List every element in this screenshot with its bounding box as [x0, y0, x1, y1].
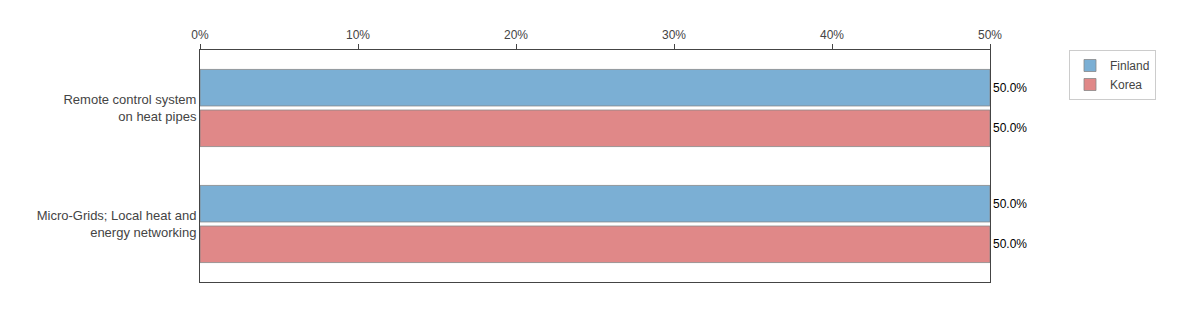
svg-text:50.0%: 50.0%: [993, 197, 1027, 211]
svg-text:50.0%: 50.0%: [993, 237, 1027, 251]
svg-text:50.0%: 50.0%: [993, 121, 1027, 135]
svg-text:30%: 30%: [662, 28, 686, 42]
svg-text:Remote control systemon heat p: Remote control systemon heat pipes: [63, 92, 196, 124]
svg-text:20%: 20%: [504, 28, 528, 42]
svg-text:40%: 40%: [820, 28, 844, 42]
svg-text:50%: 50%: [978, 28, 1002, 42]
svg-text:10%: 10%: [346, 28, 370, 42]
svg-text:Micro-Grids; Local heat andene: Micro-Grids; Local heat andenergy networ…: [37, 208, 197, 240]
svg-text:0%: 0%: [191, 28, 209, 42]
svg-text:Korea: Korea: [1110, 78, 1142, 92]
svg-text:Finland: Finland: [1110, 59, 1149, 73]
svg-text:50.0%: 50.0%: [993, 81, 1027, 95]
